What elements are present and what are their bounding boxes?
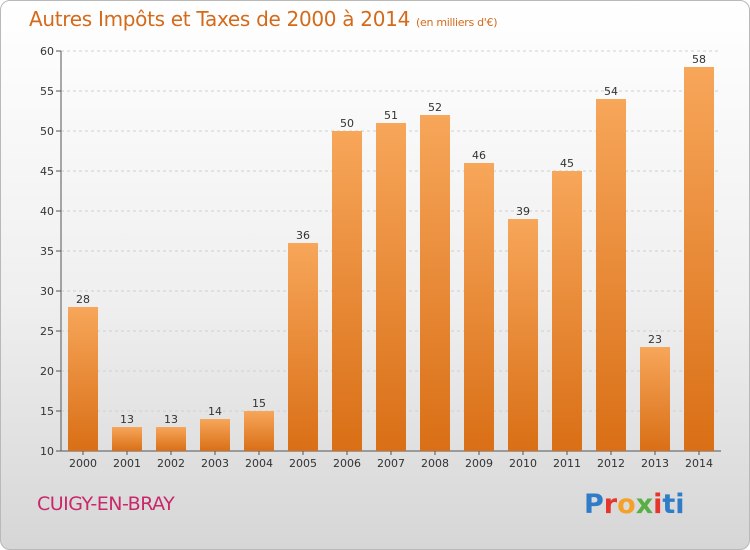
bar: [112, 427, 142, 451]
x-tick-label: 2009: [465, 457, 493, 470]
bar: [156, 427, 186, 451]
value-label: 39: [516, 205, 530, 218]
value-label: 45: [560, 157, 574, 170]
logo-letter: x: [635, 489, 654, 520]
value-label: 51: [384, 109, 398, 122]
logo-letter: P: [584, 489, 604, 520]
y-tick-label: 50: [40, 125, 54, 138]
place-name: CUIGY-EN-BRAY: [37, 493, 175, 515]
x-tick-label: 2010: [509, 457, 537, 470]
chart-unit: (en milliers d'€): [416, 16, 498, 29]
logo-letter: ti: [662, 489, 685, 520]
x-tick-label: 2008: [421, 457, 449, 470]
x-tick-label: 2011: [553, 457, 581, 470]
bar: [596, 99, 626, 451]
y-tick-label: 10: [40, 445, 54, 458]
y-tick-label: 40: [40, 205, 54, 218]
value-label: 36: [296, 229, 310, 242]
bar: [684, 67, 714, 451]
bar: [376, 123, 406, 451]
value-label: 54: [604, 85, 618, 98]
logo-letter: i: [653, 489, 663, 520]
x-tick-label: 2013: [641, 457, 669, 470]
value-label: 58: [692, 53, 706, 66]
y-tick-label: 35: [40, 245, 54, 258]
value-label: 46: [472, 149, 486, 162]
chart-title: Autres Impôts et Taxes de 2000 à 2014 (en…: [29, 7, 497, 31]
y-tick-label: 25: [40, 325, 54, 338]
bar: [552, 171, 582, 451]
value-label: 13: [120, 413, 134, 426]
bar: [640, 347, 670, 451]
bar: [68, 307, 98, 451]
x-tick-label: 2003: [201, 457, 229, 470]
x-tick-label: 2002: [157, 457, 185, 470]
value-label: 28: [76, 293, 90, 306]
x-tick-label: 2000: [69, 457, 97, 470]
bar: [200, 419, 230, 451]
logo-letter: o: [617, 489, 636, 520]
bar: [508, 219, 538, 451]
value-label: 13: [164, 413, 178, 426]
value-label: 52: [428, 101, 442, 114]
proxiti-logo: Proxiti: [584, 489, 685, 520]
value-label: 15: [252, 397, 266, 410]
x-tick-label: 2006: [333, 457, 361, 470]
y-tick-label: 30: [40, 285, 54, 298]
bar: [332, 131, 362, 451]
bars: [68, 67, 714, 451]
y-tick-label: 15: [40, 405, 54, 418]
y-tick-label: 20: [40, 365, 54, 378]
x-tick-label: 2005: [289, 457, 317, 470]
logo-letter: r: [603, 489, 618, 520]
value-label: 50: [340, 117, 354, 130]
value-label: 14: [208, 405, 222, 418]
y-tick-label: 45: [40, 165, 54, 178]
axes: 10 15 20 25 30 35 40 45 50 55 60 2000 2001 2002 2003 20…: [40, 45, 721, 470]
chart-title-text: Autres Impôts et Taxes de 2000 à 2014: [29, 7, 410, 31]
value-label: 23: [648, 333, 662, 346]
bar: [288, 243, 318, 451]
bar: [464, 163, 494, 451]
x-tick-label: 2007: [377, 457, 405, 470]
bar: [244, 411, 274, 451]
x-tick-label: 2004: [245, 457, 273, 470]
bar: [420, 115, 450, 451]
x-tick-label: 2012: [597, 457, 625, 470]
x-tick-label: 2014: [685, 457, 713, 470]
y-tick-label: 60: [40, 45, 54, 58]
y-tick-label: 55: [40, 85, 54, 98]
value-labels: 28 13 13 14 15 36 50 51 52 46 39 45 54 23 58: [76, 53, 706, 426]
x-tick-label: 2001: [113, 457, 141, 470]
